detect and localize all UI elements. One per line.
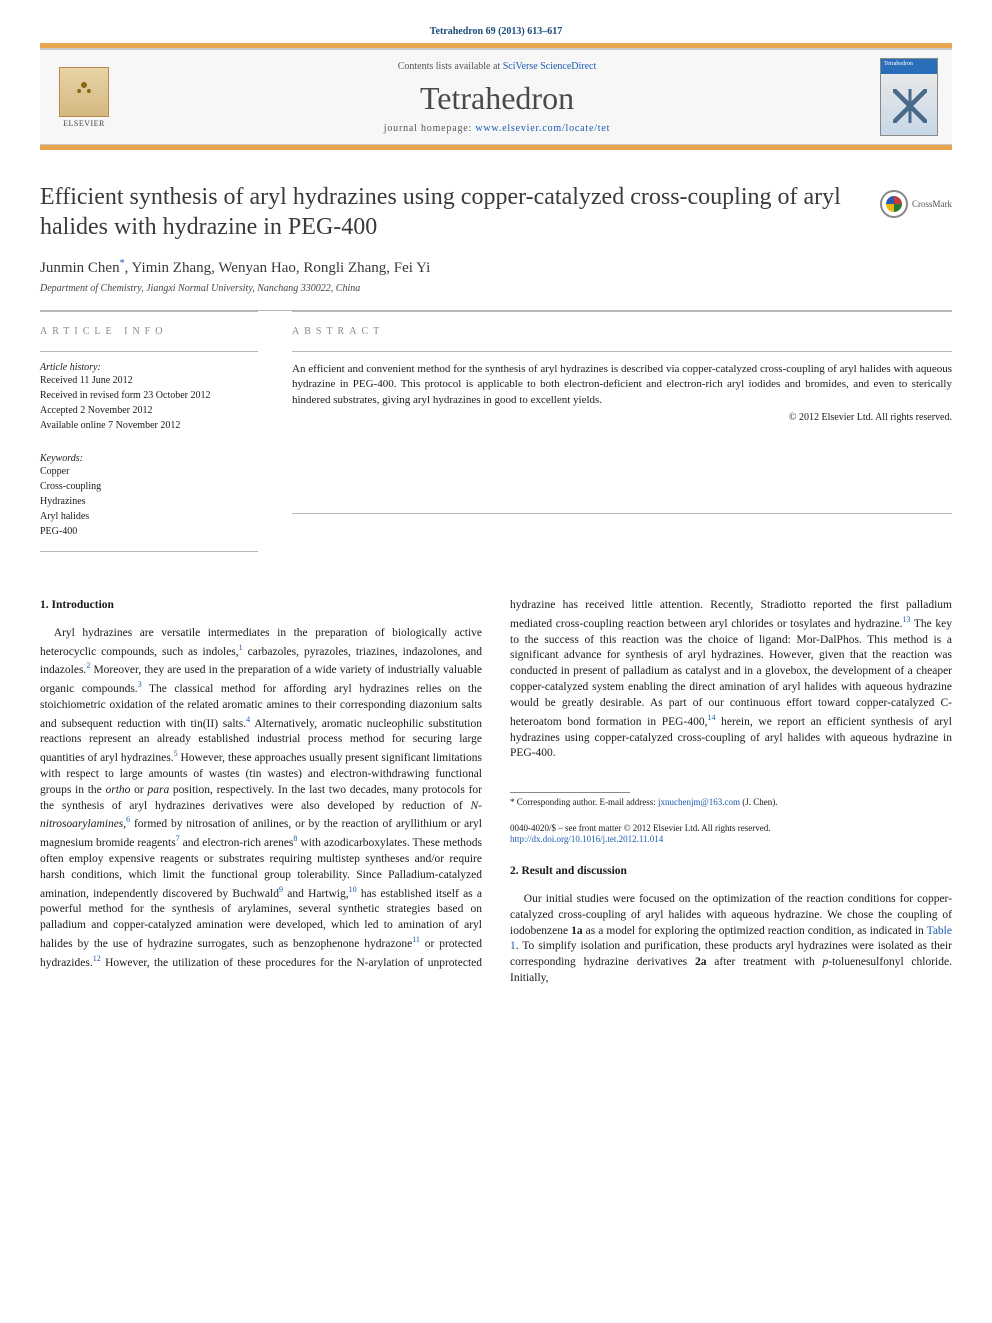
- compound-label: 2a: [695, 956, 707, 968]
- affiliation: Department of Chemistry, Jiangxi Normal …: [40, 283, 952, 294]
- article-info-column: ARTICLE INFO Article history: Received 1…: [40, 311, 258, 562]
- footnote-divider: [510, 792, 630, 793]
- corresponding-footnote: * Corresponding author. E-mail address: …: [510, 796, 952, 808]
- history-label: Article history:: [40, 362, 258, 373]
- keywords-label: Keywords:: [40, 453, 258, 464]
- homepage-prefix: journal homepage:: [384, 123, 476, 134]
- author-names-rest: , Yimin Zhang, Wenyan Hao, Rongli Zhang,…: [125, 260, 431, 276]
- abstract-column: ABSTRACT An efficient and convenient met…: [292, 311, 952, 562]
- elsevier-label: ELSEVIER: [63, 119, 105, 128]
- author-name: Junmin Chen: [40, 260, 120, 276]
- history-online: Available online 7 November 2012: [40, 418, 258, 433]
- results-paragraph: Our initial studies were focused on the …: [510, 892, 952, 987]
- corresponding-email-link[interactable]: jxnuchenjm@163.com: [658, 797, 740, 807]
- journal-homepage-line: journal homepage: www.elsevier.com/locat…: [114, 123, 880, 134]
- italic-term: ortho: [106, 784, 131, 796]
- compound-label: 1a: [571, 925, 583, 937]
- ref-link[interactable]: 12: [93, 954, 101, 963]
- ref-link[interactable]: 10: [349, 885, 357, 894]
- body-two-column: 1. Introduction Aryl hydrazines are vers…: [40, 598, 952, 987]
- elsevier-logo: ELSEVIER: [54, 62, 114, 132]
- divider: [40, 551, 258, 552]
- page-footer: 0040-4020/$ – see front matter © 2012 El…: [510, 823, 952, 846]
- section-heading-intro: 1. Introduction: [40, 598, 482, 614]
- keyword: Copper: [40, 464, 258, 479]
- copyright-line: © 2012 Elsevier Ltd. All rights reserved…: [292, 412, 952, 423]
- contents-lists-line: Contents lists available at SciVerse Sci…: [114, 61, 880, 72]
- crossmark-icon: [880, 190, 908, 218]
- history-revised: Received in revised form 23 October 2012: [40, 388, 258, 403]
- italic-term: para: [147, 784, 169, 796]
- journal-header: ELSEVIER Contents lists available at Sci…: [40, 48, 952, 145]
- keyword: Aryl halides: [40, 509, 258, 524]
- divider: [292, 351, 952, 352]
- keyword: Hydrazines: [40, 494, 258, 509]
- bottom-accent-bar: [40, 145, 952, 150]
- keyword: PEG-400: [40, 524, 258, 539]
- divider: [40, 351, 258, 352]
- front-matter-line: 0040-4020/$ – see front matter © 2012 El…: [510, 823, 952, 835]
- sciencedirect-link[interactable]: SciVerse ScienceDirect: [503, 61, 597, 72]
- journal-homepage-link[interactable]: www.elsevier.com/locate/tet: [475, 123, 610, 134]
- contents-prefix: Contents lists available at: [398, 61, 503, 72]
- keyword: Cross-coupling: [40, 479, 258, 494]
- crossmark-label: CrossMark: [912, 199, 952, 209]
- ref-link[interactable]: 11: [412, 935, 420, 944]
- article-title: Efficient synthesis of aryl hydrazines u…: [40, 182, 860, 242]
- history-accepted: Accepted 2 November 2012: [40, 403, 258, 418]
- divider: [292, 513, 952, 514]
- section-heading-results: 2. Result and discussion: [510, 864, 952, 880]
- doi-link[interactable]: http://dx.doi.org/10.1016/j.tet.2012.11.…: [510, 834, 663, 844]
- abstract-text: An efficient and convenient method for t…: [292, 362, 952, 408]
- crossmark-badge[interactable]: CrossMark: [880, 190, 952, 218]
- history-received: Received 11 June 2012: [40, 373, 258, 388]
- journal-name: Tetrahedron: [114, 80, 880, 117]
- citation-header: Tetrahedron 69 (2013) 613–617: [40, 20, 952, 43]
- article-info-label: ARTICLE INFO: [40, 326, 258, 337]
- journal-cover-thumbnail: [880, 58, 938, 136]
- abstract-label: ABSTRACT: [292, 326, 952, 337]
- author-list: Junmin Chen*, Yimin Zhang, Wenyan Hao, R…: [40, 258, 952, 277]
- elsevier-tree-icon: [59, 67, 109, 117]
